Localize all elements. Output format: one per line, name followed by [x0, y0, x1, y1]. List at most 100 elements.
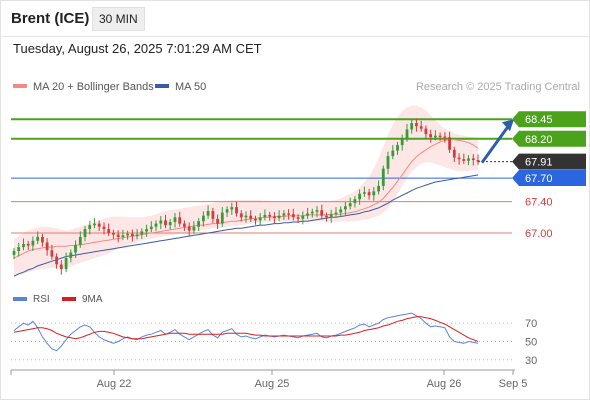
candle-body	[164, 220, 167, 226]
datetime-label: Tuesday, August 26, 2025 7:01:29 AM CET	[13, 41, 262, 56]
candle-body	[192, 226, 196, 231]
candle-body	[429, 134, 432, 138]
ma50-line	[13, 174, 479, 277]
candle-body	[400, 138, 404, 146]
candle-body	[93, 223, 96, 226]
x-tick-label: Aug 22	[97, 378, 132, 390]
candle-body	[301, 215, 305, 219]
candle-body	[211, 211, 215, 219]
candle-body	[97, 223, 101, 227]
candle-body	[415, 123, 418, 127]
candle-body	[22, 244, 25, 248]
level-tag-text: 68.45	[525, 114, 553, 126]
rsi-ma-legend-label: 9MA	[82, 294, 103, 305]
candle-body	[235, 207, 238, 214]
x-axis: Aug 22 Aug 25 Aug 26 Sep 5	[10, 369, 528, 390]
candle-body	[239, 213, 243, 218]
candle-body	[12, 251, 16, 255]
candle-body	[131, 233, 134, 237]
candle-body	[55, 256, 58, 265]
forecast-arrow-shaft	[480, 124, 511, 164]
credit-label: Research © 2025 Trading Central	[416, 81, 580, 93]
candle-body	[258, 217, 262, 221]
candle-body	[216, 218, 219, 224]
candle-body	[187, 226, 191, 231]
ma50-legend-swatch	[155, 84, 169, 88]
candle-body	[273, 216, 276, 219]
candle-body	[363, 192, 366, 194]
rsi-tick-50: 50	[525, 337, 537, 349]
bollinger-band	[14, 105, 478, 277]
candle-body	[467, 158, 470, 161]
candle-body	[202, 215, 205, 222]
candle-body	[372, 191, 376, 196]
candle-body	[17, 247, 21, 251]
rsi-legend-label: RSI	[33, 294, 50, 305]
level-tag-bg	[512, 111, 586, 128]
candle-body	[64, 258, 68, 270]
candle-body	[36, 236, 40, 241]
candle-body	[329, 214, 333, 218]
candle-body	[320, 210, 324, 216]
level-tag-bg	[512, 170, 586, 187]
ma20-legend-swatch	[13, 84, 27, 88]
level-tag-text: 67.91	[525, 157, 553, 169]
main-legend: MA 20 + Bollinger Bands MA 50 Research ©…	[13, 81, 580, 93]
level-tag-text: 68.20	[525, 134, 553, 146]
level-labels: 68.45 68.20 67.91 67.70 67.40 67.00	[512, 111, 586, 240]
candle-body	[315, 210, 319, 212]
candle-body	[254, 218, 257, 221]
rsi-panel: 30 50 70	[11, 312, 537, 367]
candle-body	[367, 192, 371, 196]
level-tag-bg	[512, 153, 586, 170]
candle-body	[112, 233, 115, 235]
level-tag-bg	[512, 130, 586, 147]
candle-body	[168, 222, 172, 226]
candle-body	[268, 214, 272, 217]
level-tag-68.20: 68.20	[512, 130, 586, 147]
candle-body	[291, 214, 295, 218]
candle-body	[126, 233, 129, 236]
candle-body	[396, 145, 399, 151]
bollinger-fill	[14, 105, 478, 277]
level-tag-67.91: 67.91	[512, 153, 586, 170]
candle-body	[424, 128, 428, 135]
candle-body	[159, 220, 163, 224]
candle-body	[74, 244, 77, 253]
level-tag-67.70: 67.70	[512, 170, 586, 187]
candle-body	[457, 157, 461, 160]
candle-body	[334, 212, 338, 215]
header-bar: Brent (ICE) 30 MIN	[0, 0, 590, 37]
rsi-tick-70: 70	[525, 318, 537, 330]
candle-body	[353, 199, 357, 204]
symbol-title: Brent (ICE)	[11, 10, 90, 27]
candle-body	[197, 221, 200, 227]
x-tick-label: Aug 26	[427, 378, 462, 390]
candle-body	[348, 203, 352, 207]
candle-body	[50, 250, 54, 257]
level-label-67.40: 67.40	[525, 197, 553, 209]
x-tick-label: Sep 5	[499, 378, 528, 390]
candle-body	[244, 215, 248, 218]
candle-body	[263, 214, 267, 218]
rsi-ma-legend-swatch	[62, 297, 76, 301]
candle-body	[306, 213, 309, 216]
candle-body	[230, 207, 234, 210]
candle-body	[31, 240, 35, 246]
timeframe-button[interactable]: 30 MIN	[92, 7, 145, 31]
candle-body	[462, 159, 466, 161]
candle-body	[178, 217, 182, 224]
candle-body	[249, 215, 253, 219]
rsi-line	[13, 312, 479, 352]
candle-body	[377, 185, 380, 192]
candle-body	[405, 129, 409, 139]
candle-body	[448, 137, 451, 150]
candle-body	[438, 135, 442, 137]
candle-body	[107, 229, 111, 233]
candle-body	[45, 242, 49, 251]
candle-body	[339, 209, 343, 213]
candle-body	[183, 223, 186, 227]
candle-body	[149, 226, 153, 230]
rsi-tick-30: 30	[525, 355, 537, 367]
candle-body	[358, 193, 361, 200]
